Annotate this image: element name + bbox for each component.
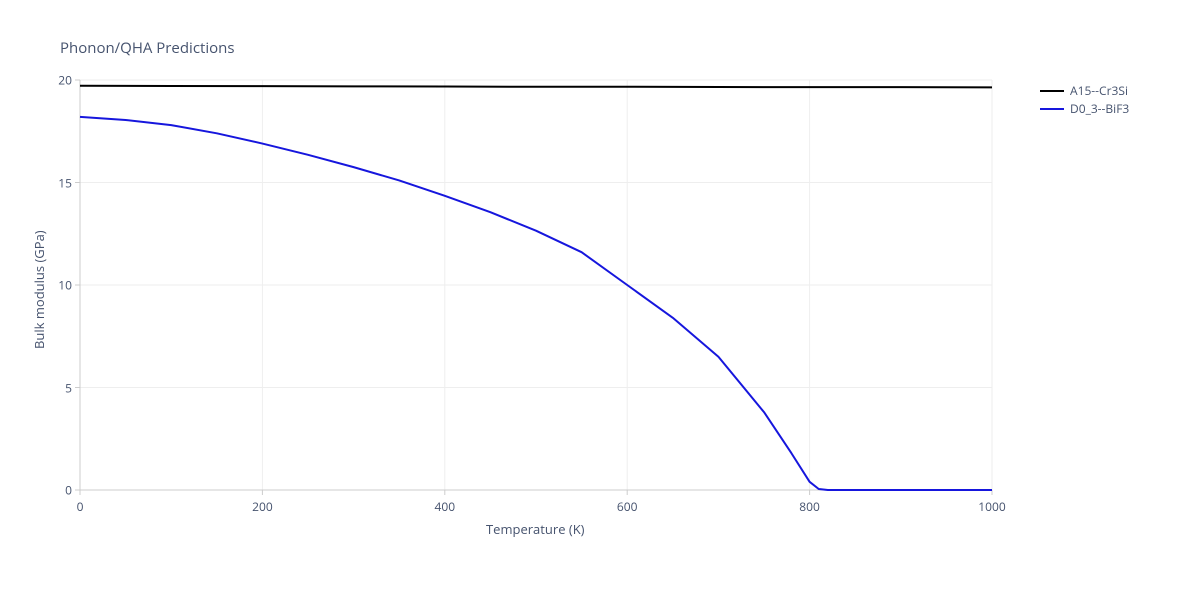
- series-line-1[interactable]: [80, 117, 992, 490]
- x-tick-label: 600: [617, 498, 638, 515]
- x-tick-label: 400: [435, 498, 456, 515]
- plot-area: [0, 0, 1200, 600]
- y-tick-label: 15: [52, 174, 72, 191]
- series-line-0[interactable]: [80, 86, 992, 88]
- legend-item[interactable]: A15--Cr3Si: [1040, 82, 1128, 99]
- y-tick-label: 10: [52, 277, 72, 294]
- y-tick-label: 5: [52, 379, 72, 396]
- legend-swatch: [1040, 108, 1064, 110]
- legend-swatch: [1040, 90, 1064, 92]
- x-tick-label: 800: [799, 498, 820, 515]
- y-tick-label: 0: [52, 482, 72, 499]
- x-tick-label: 0: [77, 498, 84, 515]
- y-axis-label: Bulk modulus (GPa): [30, 230, 48, 349]
- legend-item[interactable]: D0_3--BiF3: [1040, 100, 1129, 117]
- y-tick-label: 20: [52, 72, 72, 89]
- x-tick-label: 1000: [978, 498, 1005, 515]
- x-axis-label: Temperature (K): [486, 520, 585, 538]
- x-tick-label: 200: [252, 498, 273, 515]
- legend-label: A15--Cr3Si: [1070, 82, 1128, 99]
- legend-label: D0_3--BiF3: [1070, 100, 1129, 117]
- chart-container: Phonon/QHA Predictions Bulk modulus (GPa…: [0, 0, 1200, 600]
